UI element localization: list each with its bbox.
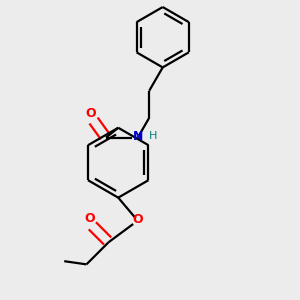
Text: O: O xyxy=(84,212,95,225)
Text: N: N xyxy=(133,130,143,142)
Text: O: O xyxy=(86,107,96,120)
Text: O: O xyxy=(132,213,142,226)
Text: H: H xyxy=(149,131,157,141)
